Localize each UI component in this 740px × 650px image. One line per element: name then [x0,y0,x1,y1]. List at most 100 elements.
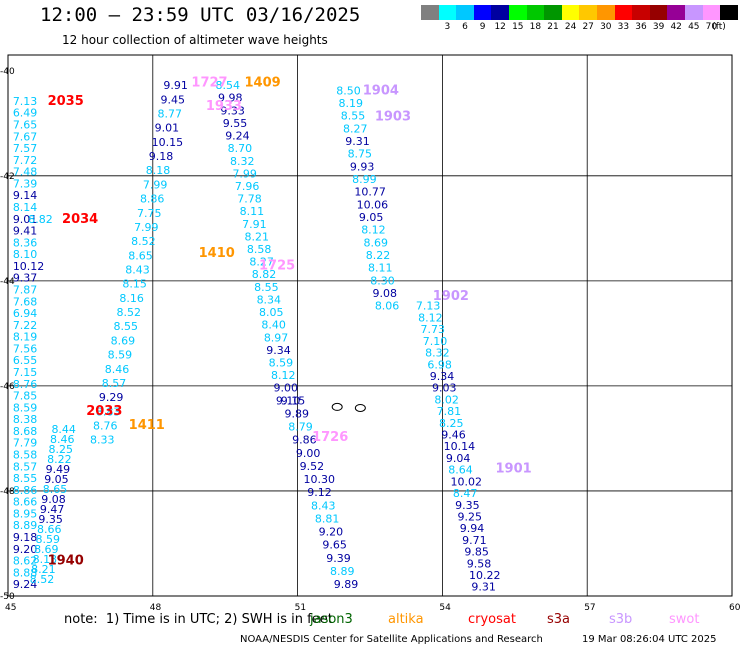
swh-value: 9.89 [334,578,359,591]
swh-value: 8.46 [105,363,130,376]
swh-value: 9.39 [326,552,351,565]
swh-value: 7.22 [13,319,38,332]
swh-value: 8.79 [288,421,313,434]
swh-value: 9.37 [13,272,38,285]
swh-value: 9.03 [432,382,457,395]
swh-value: 7.99 [232,167,257,180]
swh-value: 8.22 [366,249,391,262]
swh-value: 8.12 [361,224,386,237]
swh-value: 9.94 [460,522,485,535]
swh-value: 9.18 [149,150,174,163]
swh-value: 8.12 [418,311,443,324]
swh-value: 8.81 [315,512,340,525]
swh-value: 8.82 [28,213,53,226]
swh-value: 9.45 [160,93,185,106]
swh-value: 7.15 [13,366,38,379]
swh-value: 9.31 [471,581,496,594]
tick-label-lon: 45 [5,603,16,613]
track-label: 1902 [433,289,469,304]
legend-label: 12 [494,22,506,32]
track-label: 1726 [312,430,348,445]
swh-value: 8.22 [47,453,72,466]
legend-label: 36 [635,22,647,32]
swh-value: 8.43 [311,499,336,512]
swh-value: 8.19 [338,97,363,110]
swh-value: 9.14 [13,189,38,202]
satellite-s3a: s3a [547,612,571,627]
legend-swatch [544,5,562,20]
swh-value: 8.89 [13,519,38,532]
swh-value: 8.68 [13,425,38,438]
swh-value: 8.06 [375,300,400,313]
swh-value: 9.01 [155,122,180,135]
swh-value: 8.25 [49,443,74,456]
swh-value: 9.34 [430,370,455,383]
legend-swatch [632,5,650,20]
swh-value: 9.08 [41,493,66,506]
swh-value: 7.75 [137,207,162,220]
swh-value: 7.65 [13,118,38,131]
swh-value: 7.68 [13,295,38,308]
swh-value: 8.25 [439,417,464,430]
track-label: 1727 [191,76,227,91]
legend-swatch [649,5,668,20]
swh-value: 7.99 [143,178,168,191]
swh-value: 9.33 [220,104,245,117]
credit-text: NOAA/NESDIS Center for Satellite Applica… [240,634,543,645]
track-label: 2034 [62,212,98,227]
swh-value: 9.24 [225,130,250,143]
legend-label: 45 [688,22,700,32]
legend-label: 27 [582,22,594,32]
swh-value: 9.25 [457,510,482,523]
swh-value: 9.00 [273,382,298,395]
swh-value: 8.32 [230,155,255,168]
swh-value: 10.06 [357,198,389,211]
swh-value: 8.40 [261,319,286,332]
swh-value: 8.59 [108,349,133,362]
legend-swatch [526,5,545,20]
island-1 [331,402,343,411]
swh-value: 9.10 [276,394,301,407]
footnote: note: 1) Time is in UTC; 2) SWH is in fe… [64,612,333,627]
legend-label: 9 [479,22,486,32]
swh-value: 9.04 [446,452,471,465]
swh-value: 8.55 [254,281,279,294]
swh-value: 9.71 [462,534,487,547]
legend-swatch [456,5,474,20]
legend-label: 6 [462,22,468,32]
swh-value: 6.98 [427,358,452,371]
swh-value: 8.55 [341,110,366,123]
tick-label-lat: -44 [0,277,15,287]
page-subtitle: 12 hour collection of altimeter wave hei… [62,33,328,47]
track-label: 2033 [86,404,122,419]
swh-value: 7.57 [13,142,38,155]
swh-value: 7.13 [416,300,441,313]
track-label: 1411 [129,418,165,433]
swh-value: 8.58 [247,243,271,256]
swh-value: 8.32 [425,347,450,360]
swh-value: 8.97 [264,331,289,344]
swh-value: 8.54 [216,79,241,92]
swh-value: 8.65 [43,483,68,496]
swh-value: 8.89 [330,565,355,578]
swh-value: 8.33 [90,434,115,447]
swh-value: 9.86 [292,434,317,447]
swh-value: 8.70 [228,142,253,155]
swh-value: 9.89 [284,407,309,420]
swh-value: 8.43 [125,264,150,277]
swh-value: 7.96 [235,180,260,193]
track-label: 2035 [48,94,84,109]
tick-label-lon: 48 [150,603,162,613]
track-label: 1904 [363,83,399,98]
swh-value: 8.50 [336,84,361,97]
swh-value: 9.91 [163,79,188,92]
legend-swatch [579,5,597,20]
swh-value: 8.76 [93,419,118,432]
swh-value: 8.18 [146,164,171,177]
track-label: 1940 [48,553,84,568]
swh-value: 8.69 [111,334,136,347]
tick-label-lon: 54 [439,603,451,613]
swh-value: 8.88 [13,566,38,579]
swh-value: 9.46 [441,429,466,442]
